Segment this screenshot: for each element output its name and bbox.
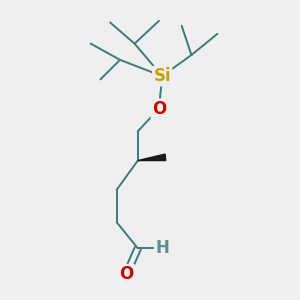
Text: Si: Si xyxy=(153,67,171,85)
Text: O: O xyxy=(152,100,166,118)
Text: O: O xyxy=(119,265,134,283)
Polygon shape xyxy=(138,154,166,161)
Text: H: H xyxy=(155,239,169,257)
